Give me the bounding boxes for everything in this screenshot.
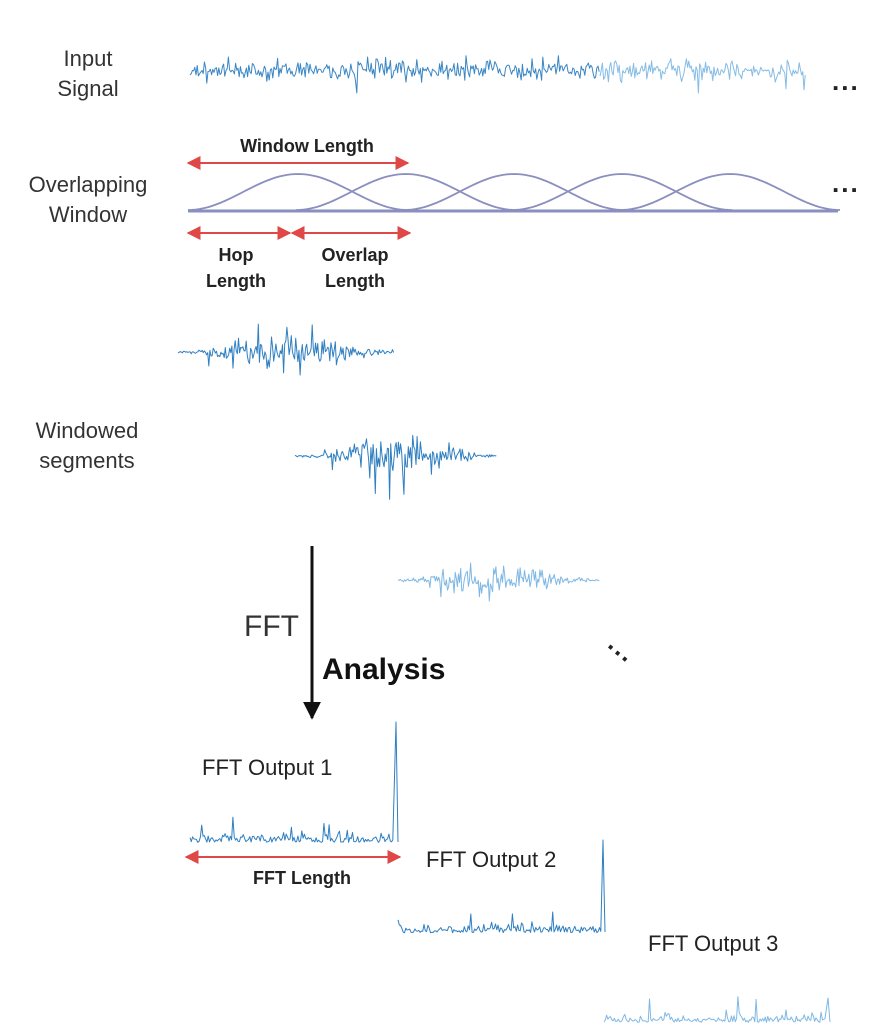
seg3-trace <box>397 562 600 602</box>
window-curve-2 <box>295 173 517 211</box>
hop-length-label-line1: Hop <box>218 245 254 265</box>
fft-output-2-label: FFT Output 2 <box>426 847 557 872</box>
input-signal-trace-light <box>599 58 806 94</box>
input-signal-label-line2: Signal <box>57 76 119 101</box>
overlap-length-label-line1: Overlap <box>321 245 389 265</box>
window-curve-1 <box>187 173 409 211</box>
overlapping-window-label: Overlapping Window <box>8 170 168 230</box>
windowed-segment-2 <box>294 434 497 500</box>
window-curves <box>187 173 841 211</box>
fft-output-3-spectrum <box>603 996 831 1023</box>
input-signal-waveform <box>189 55 806 94</box>
windowed-segments-label-line1: Windowed <box>35 418 139 443</box>
analysis-label: Analysis <box>322 653 446 686</box>
fft3-trace <box>603 996 831 1023</box>
window-curve-4 <box>511 173 733 211</box>
input-signal-label: Input Signal <box>40 44 136 104</box>
windowed-segment-3 <box>397 562 600 602</box>
window-length-label: Window Length <box>240 136 374 156</box>
fft-output-1-label: FFT Output 1 <box>202 755 333 780</box>
hop-length-label-line2: Length <box>206 271 266 291</box>
fft2-trace <box>397 839 606 934</box>
fft-label: FFT <box>244 610 299 643</box>
fft-output-2-spectrum <box>397 839 606 934</box>
window-curve-5 <box>619 173 841 211</box>
overlapping-window-label-line1: Overlapping <box>28 172 148 197</box>
seg1-trace <box>177 323 395 376</box>
overlap-length-label: Overlap Length <box>300 242 410 294</box>
hop-length-label: Hop Length <box>186 242 286 294</box>
seg2-trace <box>294 434 497 500</box>
window-ellipsis: ... <box>832 168 860 198</box>
overlapping-window-label-line2: Window <box>48 202 128 227</box>
input-signal-trace-dark <box>189 55 600 94</box>
fft-output-1-spectrum <box>189 721 399 843</box>
overlap-length-label-line2: Length <box>325 271 385 291</box>
input-signal-label-line1: Input <box>63 46 113 71</box>
fft1-trace <box>189 721 399 843</box>
fft-output-3-label: FFT Output 3 <box>648 931 779 956</box>
windowed-segments-label: Windowed segments <box>12 416 162 476</box>
fft-length-label: FFT Length <box>253 868 351 888</box>
windowed-segment-1 <box>177 323 395 376</box>
window-curve-3 <box>403 173 625 211</box>
input-signal-ellipsis: ... <box>832 66 860 96</box>
windowed-segments-label-line2: segments <box>39 448 135 473</box>
